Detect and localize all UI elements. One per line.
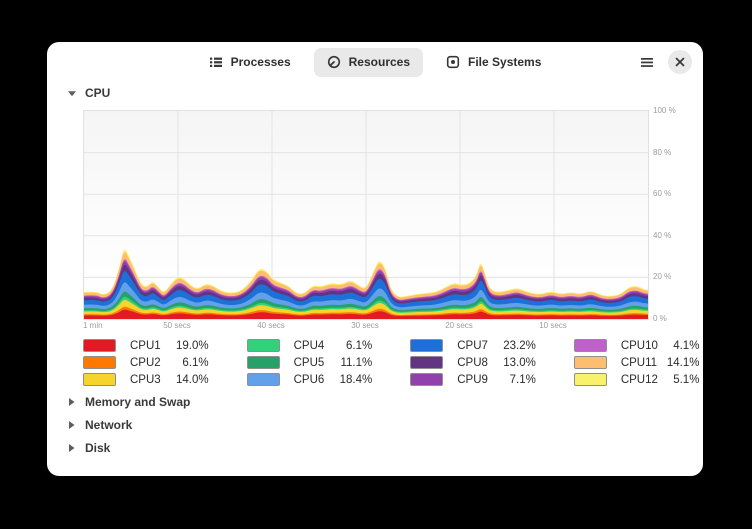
legend-item-cpu4: CPU4 6.1% [246, 337, 411, 354]
legend-swatch [573, 339, 607, 352]
legend-cpu-name: CPU7 [457, 339, 488, 352]
legend-item-cpu2: CPU2 6.1% [83, 354, 247, 371]
legend-cpu-value: 19.0% [176, 339, 209, 352]
y-tick-label: 20 % [653, 272, 672, 282]
legend-item-cpu9: CPU9 7.1% [410, 371, 574, 388]
legend-item-cpu10: CPU10 4.1% [573, 337, 738, 354]
legend-cpu-value: 6.1% [346, 339, 373, 352]
section-header-network[interactable]: Network [67, 413, 667, 436]
legend-item-cpu11: CPU11 14.1% [573, 354, 738, 371]
disk-icon [446, 55, 460, 69]
legend-swatch [573, 356, 607, 369]
cpu-section-label: CPU [85, 86, 111, 100]
legend-swatch [83, 339, 116, 352]
legend-item-cpu12: CPU12 5.1% [573, 371, 738, 388]
tab-processes[interactable]: Processes [196, 48, 304, 77]
legend-swatch [410, 339, 444, 352]
close-icon [675, 57, 685, 67]
legend-item-cpu1: CPU1 19.0% [83, 337, 247, 354]
close-button[interactable] [668, 50, 692, 74]
y-axis-labels: 100 % 80 % 60 % 40 % 20 % 0 % [653, 106, 697, 323]
legend-cpu-name: CPU6 [293, 373, 325, 386]
legend-cpu-value: 18.4% [339, 373, 373, 386]
x-tick-label: 10 secs [539, 321, 567, 330]
legend-cpu-value: 13.0% [503, 356, 536, 369]
tab-file-systems[interactable]: File Systems [433, 48, 554, 77]
expander-right-icon [69, 420, 75, 429]
legend-swatch [246, 373, 280, 386]
legend-cpu-name: CPU9 [457, 373, 488, 386]
legend-item-cpu3: CPU3 14.0% [83, 371, 247, 388]
tab-resources[interactable]: Resources [313, 47, 424, 77]
x-tick-label: 40 secs [257, 321, 285, 330]
section-header-disk[interactable]: Disk [67, 436, 667, 459]
expander-right-icon [69, 397, 75, 406]
legend-cpu-value: 11.1% [340, 356, 373, 369]
legend-item-cpu8: CPU8 13.0% [410, 354, 574, 371]
y-tick-label: 60 % [653, 189, 672, 199]
legend-cpu-value: 14.0% [176, 373, 209, 386]
legend-cpu-name: CPU12 [620, 373, 658, 386]
legend-cpu-name: CPU8 [457, 356, 488, 369]
tab-label: File Systems [468, 55, 542, 69]
legend-item-cpu5: CPU5 11.1% [246, 354, 411, 371]
legend-cpu-name: CPU1 [130, 339, 161, 352]
legend-cpu-name: CPU5 [293, 356, 325, 369]
legend-swatch [83, 356, 116, 369]
legend-swatch [246, 339, 280, 352]
section-label: Network [85, 417, 133, 432]
speedometer-icon [327, 55, 340, 69]
legend-item-cpu7: CPU7 23.2% [410, 337, 574, 354]
legend-cpu-name: CPU4 [293, 339, 325, 352]
y-tick-label: 100 % [653, 106, 676, 115]
headerbar: Processes Resources File Systems [47, 42, 703, 82]
tab-group: Processes Resources File Systems [196, 47, 555, 77]
legend-cpu-name: CPU3 [130, 373, 161, 386]
cpu-legend: CPU1 19.0% CPU2 6.1% CPU3 14.0% CPU4 6.1% CPU5 11… [83, 337, 699, 388]
list-icon [209, 57, 222, 67]
legend-swatch [573, 373, 607, 386]
section-label: Memory and Swap [85, 394, 191, 409]
x-axis-labels: 1 min 50 secs 40 secs 30 secs 20 secs 10 secs [83, 321, 649, 333]
x-tick-label: 20 secs [445, 321, 473, 330]
collapsed-sections: Memory and Swap Network Disk [67, 390, 667, 459]
tab-label: Processes [230, 55, 291, 69]
expander-right-icon [69, 443, 75, 452]
legend-swatch [410, 356, 444, 369]
legend-swatch [246, 356, 280, 369]
system-monitor-window: Processes Resources File Systems [47, 42, 703, 476]
legend-cpu-value: 5.1% [673, 373, 700, 386]
section-label: Disk [85, 440, 111, 455]
legend-cpu-name: CPU2 [130, 356, 161, 369]
y-tick-label: 0 % [653, 314, 667, 323]
legend-cpu-value: 6.1% [182, 356, 209, 369]
cpu-usage-chart [83, 110, 649, 320]
legend-swatch [410, 373, 444, 386]
legend-cpu-value: 14.1% [666, 356, 700, 369]
section-header-memory-and-swap[interactable]: Memory and Swap [67, 390, 667, 413]
x-tick-label: 30 secs [351, 321, 379, 330]
tab-label: Resources [348, 55, 411, 69]
legend-cpu-value: 4.1% [673, 339, 700, 352]
y-tick-label: 80 % [653, 147, 672, 157]
expander-down-icon [68, 90, 76, 96]
stacked-area-plot [84, 111, 648, 319]
y-tick-label: 40 % [653, 230, 672, 240]
hamburger-icon [641, 58, 653, 67]
menu-button[interactable] [637, 52, 657, 72]
legend-swatch [83, 373, 116, 386]
legend-cpu-name: CPU10 [620, 339, 658, 352]
x-tick-label: 1 min [83, 321, 103, 330]
legend-item-cpu6: CPU6 18.4% [246, 371, 411, 388]
legend-cpu-value: 23.2% [503, 339, 536, 352]
x-tick-label: 50 secs [163, 321, 191, 330]
cpu-section-header[interactable]: CPU [67, 86, 110, 100]
legend-cpu-name: CPU11 [620, 356, 658, 369]
legend-cpu-value: 7.1% [509, 373, 536, 386]
header-controls [637, 50, 692, 74]
